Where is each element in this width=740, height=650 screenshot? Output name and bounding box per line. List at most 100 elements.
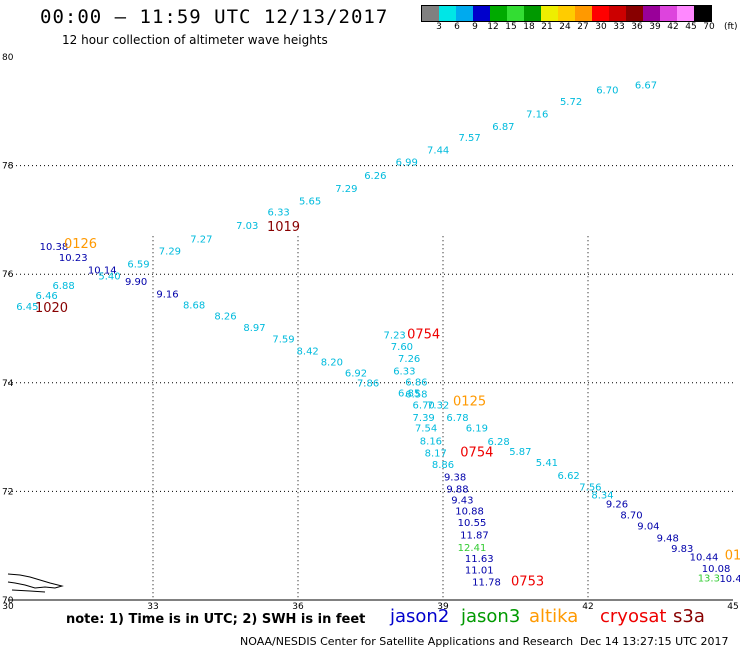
- color-scale-label: 12: [487, 22, 499, 32]
- wave-height-label: 6.33: [393, 367, 415, 378]
- wave-height-label: 7.26: [398, 354, 420, 365]
- wave-height-label: 9.43: [451, 495, 473, 506]
- page-subtitle: 12 hour collection of altimeter wave hei…: [62, 33, 328, 47]
- wave-height-label: 5.41: [536, 458, 558, 469]
- page-title: 00:00 – 11:59 UTC 12/13/2017: [40, 6, 389, 28]
- legend-s3a: s3a: [673, 606, 705, 627]
- wave-height-label: 9.16: [156, 290, 178, 301]
- color-scale-label: 15: [505, 22, 517, 32]
- color-scale-cell: [558, 6, 575, 21]
- color-scale-label: 30: [595, 22, 607, 32]
- wave-height-label: 5.65: [299, 197, 321, 208]
- wave-height-label: 6.45: [16, 302, 38, 313]
- x-tick-label: 30: [2, 602, 14, 612]
- wave-height-label: 5.72: [560, 97, 582, 108]
- wave-height-label: 10.55: [458, 518, 487, 529]
- color-scale-cell: [473, 6, 490, 21]
- wave-height-label: 9.90: [125, 277, 147, 288]
- wave-height-label: 8.20: [321, 357, 343, 368]
- color-scale-label: 9: [472, 22, 478, 32]
- y-tick-label: 80: [2, 53, 14, 63]
- wave-height-label: 6.78: [446, 413, 468, 424]
- legend-jason2: jason2: [390, 606, 450, 627]
- color-scale-label: 6: [454, 22, 460, 32]
- wave-height-label: 9.83: [671, 544, 693, 555]
- color-scale-cell: [694, 6, 711, 21]
- wave-height-label: 7.54: [415, 424, 437, 435]
- wave-height-label: 9.04: [637, 521, 659, 532]
- color-scale-label: 24: [559, 22, 571, 32]
- wave-height-label: 8.16: [420, 437, 442, 448]
- color-scale-label: 39: [649, 22, 661, 32]
- wave-height-label: 8.70: [620, 511, 642, 522]
- color-scale-labels: (ft) 3 6 9 12 15 18 21 24 27 30 33 36 39 42 45 70: [421, 22, 737, 34]
- wave-height-label: 6.62: [558, 471, 580, 482]
- wave-height-label: 9.88: [446, 484, 468, 495]
- y-tick-label: 76: [2, 270, 14, 280]
- wave-height-label: 7.56: [579, 482, 601, 493]
- wave-height-label: 10.08: [702, 564, 731, 575]
- wave-height-label: 11.78: [472, 577, 501, 588]
- pass-time-label: 0126: [64, 237, 97, 252]
- color-scale-label: 45: [685, 22, 697, 32]
- wave-height-label: 9.38: [444, 473, 466, 484]
- wave-height-label: 6.46: [36, 291, 58, 302]
- wave-height-label: 10.4: [719, 574, 740, 585]
- color-scale-cell: [643, 6, 660, 21]
- wave-height-label: 7.44: [427, 146, 449, 157]
- wave-height-label: 10.44: [690, 552, 719, 563]
- color-scale-cell: [507, 6, 524, 21]
- wave-height-label: 8.42: [297, 347, 319, 358]
- wave-height-label: 8.97: [243, 323, 265, 334]
- color-scale-label: 3: [436, 22, 442, 32]
- wave-height-label: 7.29: [335, 184, 357, 195]
- color-scale-label: 36: [631, 22, 643, 32]
- wave-height-label: 8.17: [425, 449, 447, 460]
- wave-height-label: 6.99: [396, 158, 418, 169]
- pass-time-label: 1020: [35, 301, 68, 316]
- color-scale-cell: [541, 6, 558, 21]
- wave-height-label: 6.85: [398, 388, 420, 399]
- color-scale: [421, 5, 712, 22]
- wave-height-label: 8.86: [432, 460, 454, 471]
- color-scale-cell: [490, 6, 507, 21]
- footer-timestamp: Dec 14 13:27:15 UTC 2017: [580, 635, 729, 648]
- wave-height-label: 11.63: [465, 554, 494, 565]
- wave-height-label: 10.38: [40, 242, 69, 253]
- color-scale-cell: [609, 6, 626, 21]
- wave-height-label: 6.88: [52, 281, 74, 292]
- coastline-fragment: [11, 589, 46, 593]
- pass-time-label: 01: [725, 548, 740, 563]
- wave-height-label: 5.87: [509, 447, 531, 458]
- pass-time-label: 1019: [267, 220, 300, 235]
- x-tick-label: 36: [292, 602, 304, 612]
- color-scale-cell: [677, 6, 694, 21]
- wave-height-label: 8.34: [591, 490, 613, 501]
- note-text: note: 1) Time is in UTC; 2) SWH is in fe…: [66, 612, 366, 627]
- wave-height-label: 13.3: [698, 574, 720, 585]
- wave-height-label: 7.59: [272, 335, 294, 346]
- wave-height-label: 10.88: [455, 507, 484, 518]
- wave-height-label: 5.40: [98, 272, 120, 283]
- wave-height-label: 7.32: [427, 400, 449, 411]
- footer-credit: NOAA/NESDIS Center for Satellite Applica…: [240, 635, 574, 648]
- wave-height-label: 6.92: [345, 368, 367, 379]
- wave-height-label: 7.27: [190, 235, 212, 246]
- color-scale-label: 42: [667, 22, 679, 32]
- color-scale-cell: [524, 6, 541, 21]
- wave-height-label: 8.26: [214, 311, 236, 322]
- wave-height-label: 6.70: [413, 400, 435, 411]
- wave-height-label: 6.67: [635, 80, 657, 91]
- wave-height-label: 9.48: [657, 533, 679, 544]
- wave-height-label: 7.86: [357, 379, 379, 390]
- color-scale-unit: (ft): [724, 22, 738, 32]
- x-tick-label: 42: [582, 602, 593, 612]
- color-scale-cell: [592, 6, 609, 21]
- y-tick-label: 78: [2, 162, 14, 172]
- color-scale-cell: [575, 6, 592, 21]
- pass-time-label: 0125: [453, 395, 486, 410]
- y-tick-label: 72: [2, 487, 13, 497]
- wave-height-label: 7.16: [526, 109, 548, 120]
- color-scale-cell: [626, 6, 643, 21]
